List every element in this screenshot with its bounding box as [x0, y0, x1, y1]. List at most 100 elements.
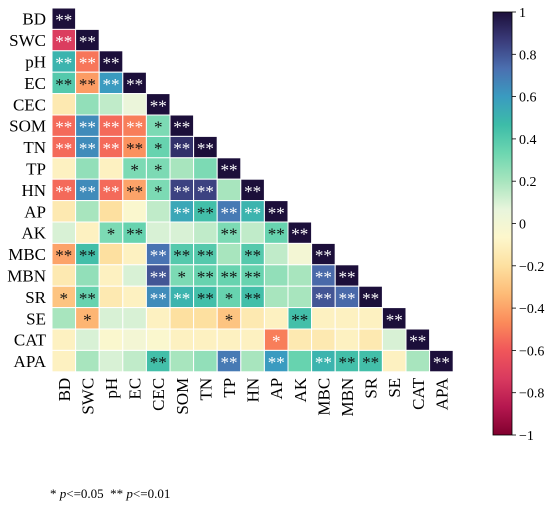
row-label-SWC: SWC	[9, 31, 46, 50]
colorbar: 1 0.8 0.6 0.4 0.2 0 −0.2 −0.4 −0.6 −0.8 −1	[492, 6, 544, 444]
heatmap-cell-SE-SOM	[169, 307, 195, 330]
heatmap-cell-TP-pH	[98, 157, 124, 180]
significance-mark-MBN-TN: **	[197, 268, 214, 287]
heatmap-cell-AP-EC	[122, 200, 147, 223]
significance-mark-TP-EC: *	[130, 161, 139, 180]
heatmap-cell-APA-SE	[381, 349, 407, 373]
colorbar-tick-label: −0.6	[519, 344, 544, 359]
heatmap-cell-CAT-MBC	[311, 328, 336, 351]
row-label-SOM: SOM	[9, 117, 46, 136]
significance-mark-AP-TP: **	[221, 203, 238, 222]
significance-mark-MBC-SWC: **	[79, 246, 96, 265]
row-label-SE: SE	[26, 309, 46, 328]
column-label-CEC: CEC	[149, 378, 168, 411]
significance-mark-TN-TN: **	[197, 139, 214, 158]
row-label-APA: APA	[14, 352, 47, 371]
column-label-TN: TN	[196, 378, 215, 401]
significance-mark-MBN-MBC: **	[315, 268, 332, 287]
heatmap-cell-MBC-pH	[98, 242, 124, 266]
significance-mark-SR-SR: **	[362, 289, 379, 308]
heatmap-cell-SR-EC	[122, 285, 147, 309]
significance-mark-SOM-CEC: *	[154, 118, 163, 137]
column-label-SE: SE	[385, 378, 404, 398]
heatmap-cell-APA-EC	[122, 349, 147, 373]
significance-mark-SOM-BD: **	[55, 118, 72, 137]
significance-mark-TN-pH: **	[103, 139, 120, 158]
heatmap-cell-MBC-AK	[287, 242, 313, 266]
significance-mark-MBN-SOM: *	[178, 268, 187, 287]
heatmap-cell-SE-AP	[263, 307, 289, 330]
significance-mark-pH-BD: **	[55, 54, 72, 73]
significance-mark-SE-SWC: *	[83, 310, 92, 329]
significance-mark-SOM-EC: **	[126, 118, 143, 137]
significance-mark-SR-SWC: **	[79, 289, 96, 308]
colorbar-tick-label: −1	[519, 429, 534, 444]
row-labels: BD SWC pH EC CEC SOM TN TP HN AP AK MBC MBN SR SE CAT AP…	[7, 10, 46, 371]
significance-mark-HN-HN: **	[244, 182, 261, 201]
column-label-pH: pH	[102, 378, 121, 399]
row-label-HN: HN	[21, 181, 46, 200]
significance-double-p: p	[126, 486, 133, 501]
significance-single-mark: *	[50, 486, 60, 501]
significance-legend: * p<=0.05 ** p<=0.01	[50, 486, 170, 502]
significance-mark-pH-SWC: **	[79, 54, 96, 73]
column-label-CAT: CAT	[409, 377, 428, 410]
significance-mark-AK-EC: **	[126, 225, 143, 244]
heatmap-cell-AP-SWC	[75, 200, 100, 223]
heatmap-cell-SR-AK	[287, 285, 313, 309]
heatmap-cell-TP-SOM	[169, 157, 195, 180]
column-label-APA: APA	[432, 377, 451, 410]
significance-mark-EC-SWC: **	[79, 75, 96, 94]
heatmap-cell-AP-pH	[98, 200, 124, 223]
significance-mark-APA-APA: **	[433, 353, 450, 372]
significance-mark-APA-MBC: **	[315, 353, 332, 372]
colorbar-tick-label: −0.2	[519, 260, 544, 275]
heatmap-cells: **** **** ** **** ** ** ****** ** ** ** * **** ** ** *…	[51, 7, 454, 373]
significance-mark-SR-TP: *	[225, 289, 234, 308]
row-label-MBN: MBN	[7, 267, 46, 286]
heatmap-cell-TP-SWC	[75, 157, 100, 180]
heatmap-cell-SE-CEC	[145, 307, 171, 330]
significance-mark-MBC-HN: **	[244, 246, 261, 265]
heatmap-cell-SE-HN	[240, 307, 265, 330]
colorbar-tick-label: 0.2	[519, 175, 537, 190]
significance-mark-SOM-SOM: **	[173, 118, 190, 137]
row-label-SR: SR	[25, 288, 46, 307]
heatmap-cell-CAT-pH	[98, 328, 124, 351]
significance-mark-MBC-TN: **	[197, 246, 214, 265]
heatmap-cell-SR-pH	[98, 285, 124, 309]
significance-mark-BD-BD: **	[55, 11, 72, 30]
significance-mark-AK-TP: **	[221, 225, 238, 244]
heatmap-cell-MBN-AP	[263, 264, 289, 287]
heatmap-cell-SE-SR	[358, 307, 383, 330]
significance-mark-EC-EC: **	[126, 75, 143, 94]
significance-mark-SR-MBC: **	[315, 289, 332, 308]
heatmap-cell-CAT-HN	[240, 328, 265, 351]
heatmap-cell-AK-SWC	[75, 221, 100, 244]
heatmap-cell-CAT-SOM	[169, 328, 195, 351]
significance-mark-SOM-pH: **	[103, 118, 120, 137]
heatmap-cell-APA-HN	[240, 349, 265, 373]
significance-mark-AP-HN: **	[244, 203, 261, 222]
significance-mark-APA-AP: **	[268, 353, 285, 372]
heatmap-cell-CAT-AK	[287, 328, 313, 351]
significance-mark-MBN-CEC: **	[150, 268, 167, 287]
significance-mark-TP-CEC: *	[154, 161, 163, 180]
significance-mark-HN-BD: **	[55, 182, 72, 201]
row-label-MBC: MBC	[8, 245, 46, 264]
significance-mark-AK-AP: **	[268, 225, 285, 244]
heatmap-cell-APA-APA	[429, 349, 454, 373]
significance-mark-AK-pH: *	[107, 225, 116, 244]
row-label-pH: pH	[25, 53, 46, 72]
significance-mark-AP-SOM: **	[173, 203, 190, 222]
heatmap-cell-CAT-TP	[216, 328, 242, 351]
row-label-AP: AP	[24, 202, 46, 221]
heatmap-cell-AP-BD	[51, 200, 77, 223]
significance-mark-TN-CEC: *	[154, 139, 163, 158]
significance-mark-SR-HN: **	[244, 289, 261, 308]
column-label-SWC: SWC	[78, 378, 97, 415]
heatmap-cell-MBC-AP	[263, 242, 289, 266]
heatmap-cell-SE-pH	[98, 307, 124, 330]
heatmap-cell-SR-AP	[263, 285, 289, 309]
significance-mark-CAT-AP: *	[272, 332, 281, 351]
